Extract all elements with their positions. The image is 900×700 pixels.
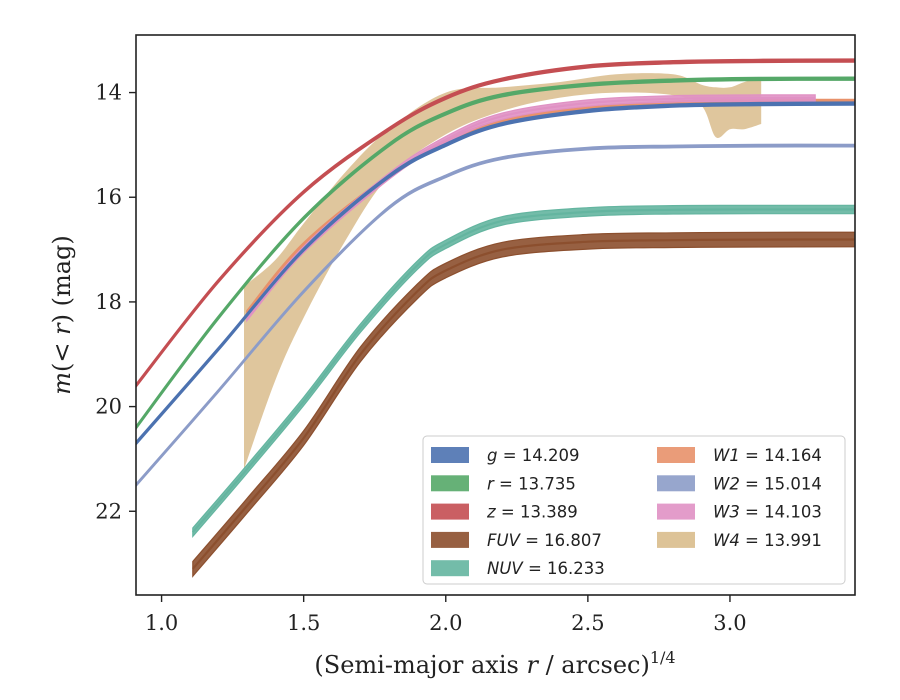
y-tick-label: 14 bbox=[95, 81, 122, 105]
x-axis-label: (Semi-major axis r / arcsec)1/4 bbox=[314, 648, 675, 679]
y-axis-ticks: 14 16 18 20 22 bbox=[95, 81, 136, 523]
series-g bbox=[136, 101, 855, 446]
series-z-band bbox=[136, 58, 855, 389]
legend-entry-label: W4 = 13.991 bbox=[713, 531, 822, 550]
legend-entry-label: z = 13.389 bbox=[486, 503, 578, 522]
legend-swatch bbox=[431, 447, 469, 463]
x-axis-ticks: 1.0 1.5 2.0 2.5 3.0 bbox=[145, 595, 747, 635]
series-r-band bbox=[136, 76, 855, 431]
legend: g = 14.209 r = 13.735 z = 13.389 FUV = 16.8… bbox=[422, 435, 846, 585]
series-r-line bbox=[136, 77, 855, 429]
legend-entry-label: g = 14.209 bbox=[487, 446, 580, 465]
legend-entry-label: FUV = 16.807 bbox=[487, 531, 602, 550]
legend-swatch bbox=[657, 447, 695, 463]
y-tick-label: 22 bbox=[95, 499, 122, 523]
y-tick-label: 16 bbox=[95, 185, 122, 209]
series-nuv bbox=[191, 204, 855, 539]
x-tick-label: 1.0 bbox=[145, 611, 178, 635]
plot-frame bbox=[135, 34, 856, 596]
series-z-line bbox=[136, 59, 855, 387]
legend-swatch bbox=[431, 560, 469, 577]
series-w4 bbox=[244, 73, 762, 470]
y-tick-label: 18 bbox=[95, 290, 122, 314]
legend-box bbox=[422, 435, 846, 585]
legend-swatch bbox=[431, 475, 469, 492]
series-r bbox=[136, 76, 855, 431]
x-tick-label: 2.5 bbox=[571, 611, 604, 635]
series-w2-line bbox=[136, 144, 855, 486]
x-tick-label: 1.5 bbox=[287, 611, 320, 635]
x-tick-label: 2.0 bbox=[429, 611, 462, 635]
series-g-line bbox=[136, 102, 855, 444]
legend-swatch bbox=[431, 531, 469, 548]
legend-swatch bbox=[431, 503, 469, 520]
legend-swatch bbox=[657, 475, 695, 492]
series-fuv bbox=[191, 231, 855, 578]
legend-entry-label: W1 = 14.164 bbox=[713, 446, 822, 465]
legend-swatch bbox=[657, 531, 695, 548]
series-nuv-line bbox=[191, 208, 855, 533]
series-z bbox=[136, 58, 855, 389]
series-nuv-band bbox=[192, 204, 855, 539]
series-fuv-line bbox=[191, 238, 855, 570]
series-fuv-band bbox=[192, 231, 855, 578]
legend-swatch bbox=[657, 503, 695, 520]
legend-entry-label: NUV = 16.233 bbox=[487, 559, 605, 578]
y-tick-label: 20 bbox=[95, 395, 122, 419]
series-g-band bbox=[136, 101, 855, 446]
legend-entry-label: r = 13.735 bbox=[487, 474, 576, 493]
y-axis-label: m(< r) (mag) bbox=[48, 235, 76, 395]
series-w4-band bbox=[244, 73, 762, 470]
legend-entry-label: W2 = 15.014 bbox=[713, 474, 822, 493]
x-tick-label: 3.0 bbox=[713, 611, 746, 635]
series-w2 bbox=[136, 143, 855, 488]
series-layer bbox=[136, 58, 855, 578]
legend-entry-label: W3 = 14.103 bbox=[713, 503, 822, 522]
